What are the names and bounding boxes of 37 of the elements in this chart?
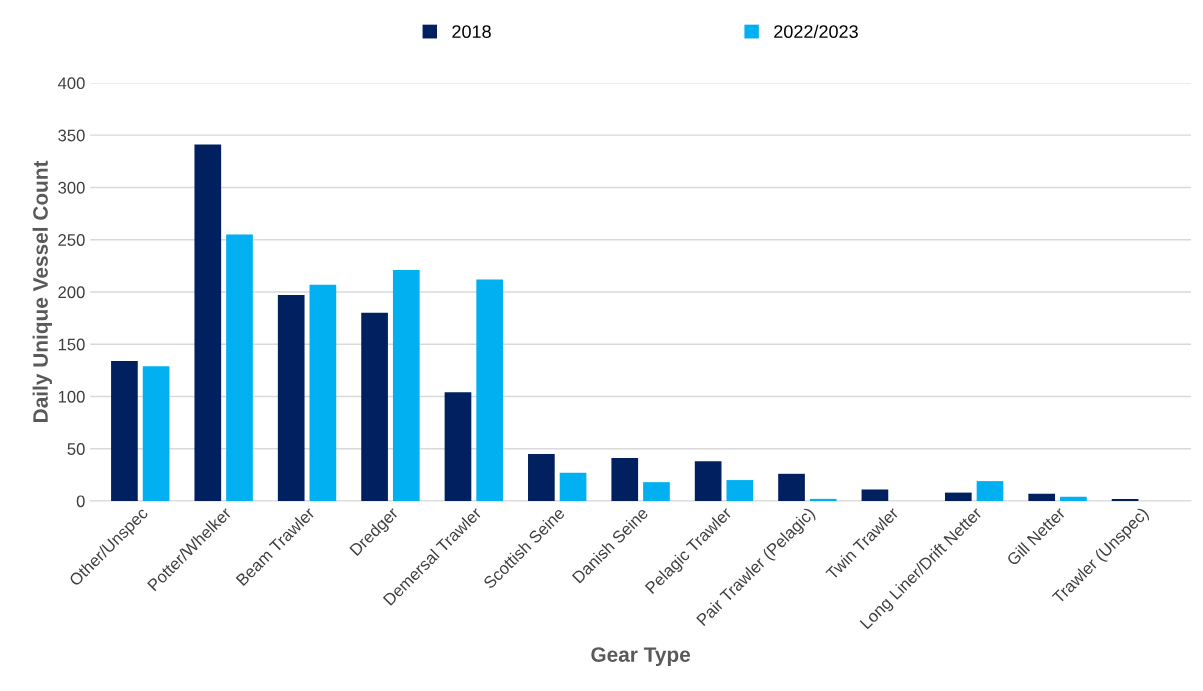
y-tick-label: 0 [76, 495, 85, 508]
y-tick-label: 200 [58, 286, 85, 299]
bar [643, 482, 670, 501]
bar [142, 366, 170, 501]
bar [778, 473, 805, 501]
bar [694, 461, 722, 501]
bar [976, 481, 1004, 501]
bar [1028, 493, 1056, 501]
y-tick-label: 250 [58, 234, 85, 246]
bar [726, 480, 754, 501]
bar [528, 453, 555, 501]
bar [611, 458, 639, 501]
bar [444, 392, 472, 501]
bar [111, 360, 138, 501]
bar [226, 234, 253, 501]
bar [361, 312, 388, 501]
bar [392, 270, 420, 501]
legend-label: 2018 [452, 25, 491, 39]
bar [1111, 498, 1139, 501]
bar [277, 295, 305, 501]
bar [861, 489, 889, 501]
bar [1060, 496, 1087, 501]
bar [559, 472, 587, 501]
bar [309, 284, 337, 501]
y-tick-label: 150 [58, 338, 85, 351]
bar [194, 144, 222, 501]
y-tick-label: 100 [58, 390, 85, 403]
y-tick-label: 50 [67, 443, 85, 455]
y-tick-label: 300 [58, 181, 85, 194]
bar [809, 498, 837, 501]
legend-label: 2022/2023 [774, 24, 858, 39]
y-axis-title: Daily Unique Vessel Count [32, 160, 52, 422]
y-tick-label: 350 [58, 129, 85, 142]
x-axis-title: Gear Type [591, 647, 691, 667]
bar [476, 279, 503, 501]
y-tick-label: 400 [57, 77, 85, 90]
bar [944, 492, 972, 501]
